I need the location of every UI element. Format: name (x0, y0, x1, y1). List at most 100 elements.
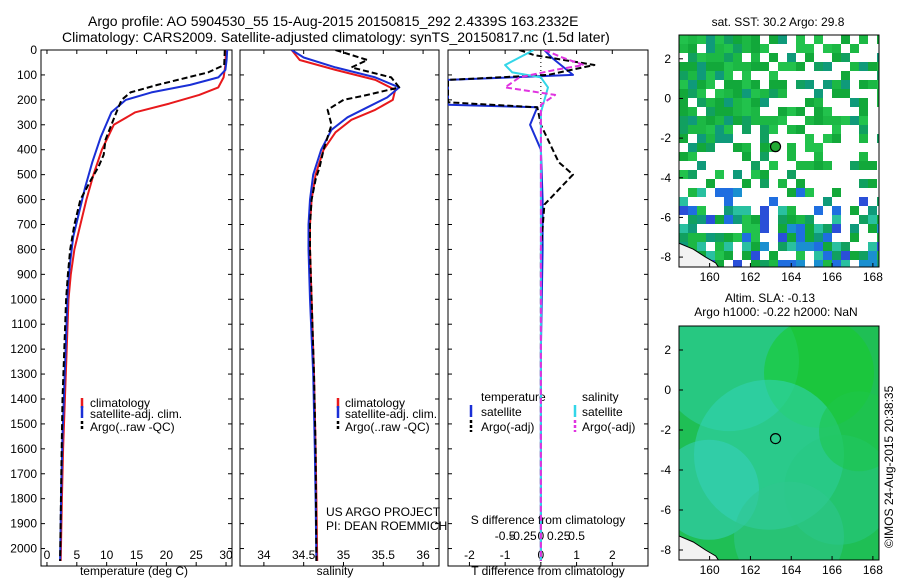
sst-cell (859, 179, 868, 188)
sst-cell (787, 206, 796, 215)
sst-cell (823, 242, 832, 251)
legend-t-argo-label: Argo(-adj) (481, 420, 534, 434)
sst-cell (859, 125, 868, 134)
depth-ytick-label: 300 (17, 118, 37, 132)
sst-cell (850, 44, 859, 53)
sst-cell (751, 35, 760, 44)
sst-cell (769, 89, 778, 98)
sst-cell (787, 107, 796, 116)
sst-cell (796, 233, 805, 242)
sst-cell (823, 197, 832, 206)
depth-ytick-label: 1500 (10, 417, 37, 431)
sst-cell (814, 89, 823, 98)
sst-cell (805, 233, 814, 242)
sst-cell (697, 143, 706, 152)
sst-cell (751, 224, 760, 233)
sst-cell (697, 206, 706, 215)
sst-cell (724, 71, 733, 80)
temperature-plot-frame (40, 49, 233, 567)
sst-cell (688, 143, 697, 152)
sst-cell (724, 116, 733, 125)
depth-ytick-label: 700 (17, 217, 37, 231)
sst-cell (697, 35, 706, 44)
temperature-xtick-label: 20 (160, 548, 174, 562)
sst-cell (751, 53, 760, 62)
sst-cell (850, 62, 859, 71)
sla-lon-label: 164 (781, 563, 801, 577)
sst-cell (859, 161, 868, 170)
sst-cell (877, 233, 879, 242)
sla-lon-label: 160 (700, 563, 720, 577)
salinity-satellite-line (291, 50, 401, 562)
sst-cell (850, 251, 859, 260)
temperature-xtick-label: 5 (73, 548, 80, 562)
temperature-legend: climatology satellite-adj. clim. Argo(..… (80, 396, 182, 434)
sst-cell (796, 35, 805, 44)
sst-cell (814, 161, 823, 170)
sst-cell (706, 71, 715, 80)
sst-lat-label: -8 (660, 250, 671, 264)
sst-cell (805, 53, 814, 62)
sst-cell (859, 134, 868, 143)
sst-cell (832, 206, 841, 215)
sst-cell (760, 215, 769, 224)
sst-cell (724, 89, 733, 98)
sst-cell (832, 53, 841, 62)
s-difference-xtick-label: 0.25 (547, 529, 571, 543)
sla-lat-label: -8 (660, 543, 671, 557)
temperature-xtick-label: 15 (130, 548, 144, 562)
sst-cell (814, 233, 823, 242)
sst-lon-label: 162 (740, 270, 760, 284)
depth-ytick-label: 1400 (10, 392, 37, 406)
sst-cell (724, 233, 733, 242)
sst-cell (715, 107, 724, 116)
sst-cell (859, 62, 868, 71)
sst-cell (778, 260, 787, 267)
sst-cell (742, 206, 751, 215)
sst-cell (715, 53, 724, 62)
sst-cell (742, 35, 751, 44)
depth-ytick-label: 800 (17, 242, 37, 256)
sst-cell (697, 242, 706, 251)
sst-cell (760, 179, 769, 188)
sst-cell (760, 125, 769, 134)
sst-cell (769, 260, 778, 267)
sst-cell (859, 152, 868, 161)
sst-cell (715, 170, 724, 179)
sst-cell (679, 170, 688, 179)
salinity-xtick-label: 34.5 (292, 548, 316, 562)
sst-cell (868, 62, 877, 71)
sst-cell (715, 71, 724, 80)
sst-lon-label: 160 (700, 270, 720, 284)
sla-anomaly-blob (734, 481, 844, 560)
sst-cell (796, 179, 805, 188)
sst-cell (715, 260, 724, 267)
sst-cell (868, 251, 877, 260)
sst-cell (868, 80, 877, 89)
sst-cell (724, 197, 733, 206)
temperature-xtick-label: 30 (219, 548, 233, 562)
sst-cell (742, 71, 751, 80)
sst-cell (823, 107, 832, 116)
sst-cell (751, 116, 760, 125)
t-difference-xtick-label: 2 (609, 548, 616, 562)
sst-cell (742, 251, 751, 260)
sst-cell (688, 152, 697, 161)
sst-cell (706, 53, 715, 62)
sst-cell (778, 35, 787, 44)
sst-cell (688, 206, 697, 215)
sst-map-title: sat. SST: 30.2 Argo: 29.8 (712, 15, 845, 29)
sst-cell (859, 197, 868, 206)
t-difference-xtick-label: -2 (464, 548, 475, 562)
sst-cell (805, 80, 814, 89)
sst-cell (823, 161, 832, 170)
sst-cell (751, 251, 760, 260)
sst-cell (742, 242, 751, 251)
sst-cell (787, 224, 796, 233)
sst-cell (877, 62, 879, 71)
sst-cell (841, 260, 850, 267)
sst-cell (742, 125, 751, 134)
sst-cell (769, 125, 778, 134)
argo-float-marker (769, 433, 782, 445)
sst-cell (832, 251, 841, 260)
